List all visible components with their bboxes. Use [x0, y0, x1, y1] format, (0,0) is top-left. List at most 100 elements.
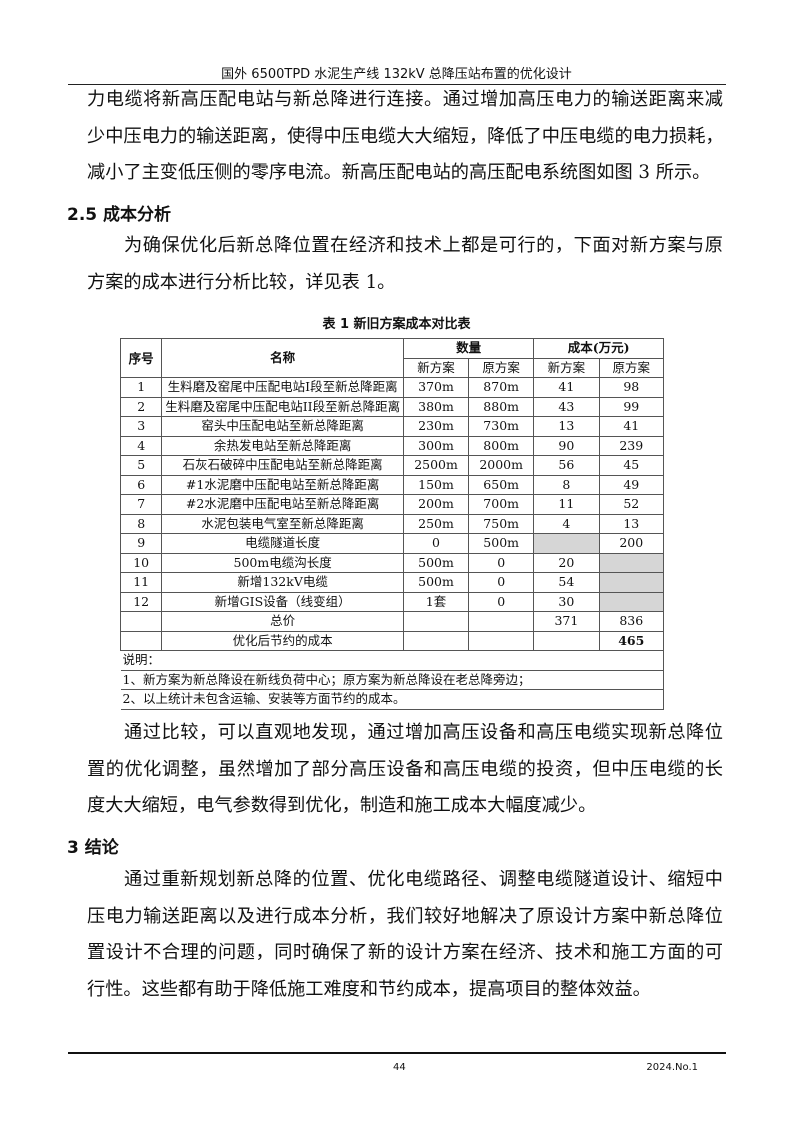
cell-seq: 9 [119, 533, 163, 554]
header-rule [68, 84, 726, 85]
cell-cost-new: 8 [533, 474, 600, 495]
savings-value: 465 [598, 630, 665, 651]
header-qty-new: 新方案 [402, 357, 470, 378]
cell-qty-old: 800m [468, 435, 535, 456]
cell-name: 新增GIS设备（线变组） [161, 591, 404, 612]
cell-qty-old: 650m [468, 474, 535, 495]
cell-name: #1水泥磨中压配电站至新总降距离 [161, 474, 404, 495]
text-line: 通过重新规划新总降的位置、优化电缆路径、调整电缆隧道设计、缩短中 [124, 869, 723, 890]
paragraph-3: 通过比较，可以直观地发现，通过增加高压设备和高压电缆实现新总降位 置的优化调整，虽… [87, 715, 723, 825]
table-row-total: 总价 371 836 [119, 611, 665, 632]
total-qty-old [468, 611, 535, 632]
table-row: 11 新增132kV电缆 500m 0 54 [119, 572, 665, 593]
cell-cost-old: 41 [598, 416, 665, 437]
cell-cost-new: 43 [533, 396, 600, 417]
cell-cost-old: 45 [598, 455, 665, 476]
cell-seq: 10 [119, 552, 163, 573]
table-note-2: 2、以上统计未包含运输、安装等方面节约的成本。 [120, 689, 664, 710]
cell-cost-new: 41 [533, 377, 600, 398]
savings-qty-old [468, 630, 535, 651]
cell-seq: 3 [119, 416, 163, 437]
cell-qty-new: 500m [402, 552, 470, 573]
cell-qty-new: 150m [402, 474, 470, 495]
issue-label: 2024.No.1 [646, 1062, 698, 1073]
header-cost: 成本(万元) [533, 338, 664, 359]
cell-cost-new [533, 533, 600, 554]
header-cost-old: 原方案 [598, 357, 665, 378]
savings-cost-new [533, 630, 600, 651]
cell-seq: 7 [119, 494, 163, 515]
cell-name: 新增132kV电缆 [161, 572, 404, 593]
cell-qty-new: 250m [402, 513, 470, 534]
savings-qty-new [402, 630, 470, 651]
cell-cost-old [598, 591, 665, 612]
paragraph-1: 力电缆将新高压配电站与新总降进行连接。通过增加高压电力的输送距离来减 少中压电力的… [87, 82, 724, 192]
cell-seq: 11 [119, 572, 163, 593]
cell-seq: 12 [119, 591, 163, 612]
cell-qty-new: 300m [402, 435, 470, 456]
cell-qty-old: 0 [468, 591, 535, 612]
table-row: 7 #2水泥磨中压配电站至新总降距离 200m 700m 11 52 [119, 494, 665, 515]
cell-qty-new: 200m [402, 494, 470, 515]
cell-qty-new: 370m [402, 377, 470, 398]
savings-seq [119, 630, 163, 651]
text-line: 度大大缩短，电气参数得到优化，制造和施工成本大幅度减少。 [87, 795, 597, 817]
cell-seq: 1 [119, 377, 163, 398]
table-row: 12 新增GIS设备（线变组） 1套 0 30 [119, 591, 665, 612]
cell-qty-old: 500m [468, 533, 535, 554]
header-seq: 序号 [119, 338, 163, 378]
cell-name: 电缆隧道长度 [161, 533, 404, 554]
cost-comparison-table: 序号 名称 数量 成本(万元) 新方案 原方案 新方案 原方案 1 生料磨及窑尾中… [119, 338, 665, 710]
cell-cost-new: 56 [533, 455, 600, 476]
cell-name: #2水泥磨中压配电站至新总降距离 [161, 494, 404, 515]
table-row-savings: 优化后节约的成本 465 [119, 630, 665, 651]
cell-qty-old: 0 [468, 572, 535, 593]
table-row: 10 500m电缆沟长度 500m 0 20 [119, 552, 665, 573]
cell-cost-new: 20 [533, 552, 600, 573]
cell-name: 500m电缆沟长度 [161, 552, 404, 573]
cell-cost-old: 52 [598, 494, 665, 515]
total-label: 总价 [161, 611, 404, 632]
header-name: 名称 [161, 338, 404, 378]
cell-qty-old: 870m [468, 377, 535, 398]
cell-seq: 5 [119, 455, 163, 476]
cell-name: 水泥包装电气室至新总降距离 [161, 513, 404, 534]
table-row: 1 生料磨及窑尾中压配电站I段至新总降距离 370m 870m 41 98 [119, 377, 665, 398]
text-line: 通过比较，可以直观地发现，通过增加高压设备和高压电缆实现新总降位 [124, 722, 723, 743]
cell-qty-old: 0 [468, 552, 535, 573]
cell-name: 石灰石破碎中压配电站至新总降距离 [161, 455, 404, 476]
cell-qty-new: 230m [402, 416, 470, 437]
cell-qty-old: 2000m [468, 455, 535, 476]
table-note-1: 1、新方案为新总降设在新线负荷中心；原方案为新总降设在老总降旁边； [120, 669, 664, 690]
cell-seq: 8 [119, 513, 163, 534]
cell-seq: 2 [119, 396, 163, 417]
paragraph-2: 为确保优化后新总降位置在经济和技术上都是可行的，下面对新方案与原 方案的成本进行分… [87, 228, 723, 301]
cell-seq: 4 [119, 435, 163, 456]
table-row: 3 窑头中压配电站至新总降距离 230m 730m 13 41 [119, 416, 665, 437]
cell-cost-old: 200 [598, 533, 665, 554]
text-line: 力电缆将新高压配电站与新总降进行连接。通过增加高压电力的输送距离来减 [87, 89, 723, 110]
cell-cost-new: 30 [533, 591, 600, 612]
text-line: 方案的成本进行分析比较，详见表 1。 [87, 271, 396, 293]
cell-cost-new: 54 [533, 572, 600, 593]
total-old: 836 [598, 611, 665, 632]
cell-qty-old: 880m [468, 396, 535, 417]
total-seq [119, 611, 163, 632]
text-line: 少中压电力的输送距离，使得中压电缆大大缩短，降低了中压电缆的电力损耗， [87, 125, 724, 147]
cell-cost-old [598, 572, 665, 593]
text-line: 减小了主变低压侧的零序电流。新高压配电站的高压配电系统图如图 3 所示。 [87, 162, 711, 184]
total-qty-new [402, 611, 470, 632]
cell-qty-old: 750m [468, 513, 535, 534]
running-head: 国外 6500TPD 水泥生产线 132kV 总降压站布置的优化设计 [221, 67, 572, 82]
cell-cost-old: 98 [598, 377, 665, 398]
table-row: 2 生料磨及窑尾中压配电站II段至新总降距离 380m 880m 43 99 [119, 396, 665, 417]
section-heading-3: 3 结论 [67, 838, 119, 858]
cell-cost-old: 239 [598, 435, 665, 456]
text-line: 压电力输送距离以及进行成本分析，我们较好地解决了原设计方案中新总降位 [87, 905, 723, 927]
cell-cost-old: 13 [598, 513, 665, 534]
table-row: 5 石灰石破碎中压配电站至新总降距离 2500m 2000m 56 45 [119, 455, 665, 476]
table-row: 6 #1水泥磨中压配电站至新总降距离 150m 650m 8 49 [119, 474, 665, 495]
cell-qty-new: 2500m [402, 455, 470, 476]
header-quantity: 数量 [402, 338, 535, 359]
cell-cost-new: 4 [533, 513, 600, 534]
